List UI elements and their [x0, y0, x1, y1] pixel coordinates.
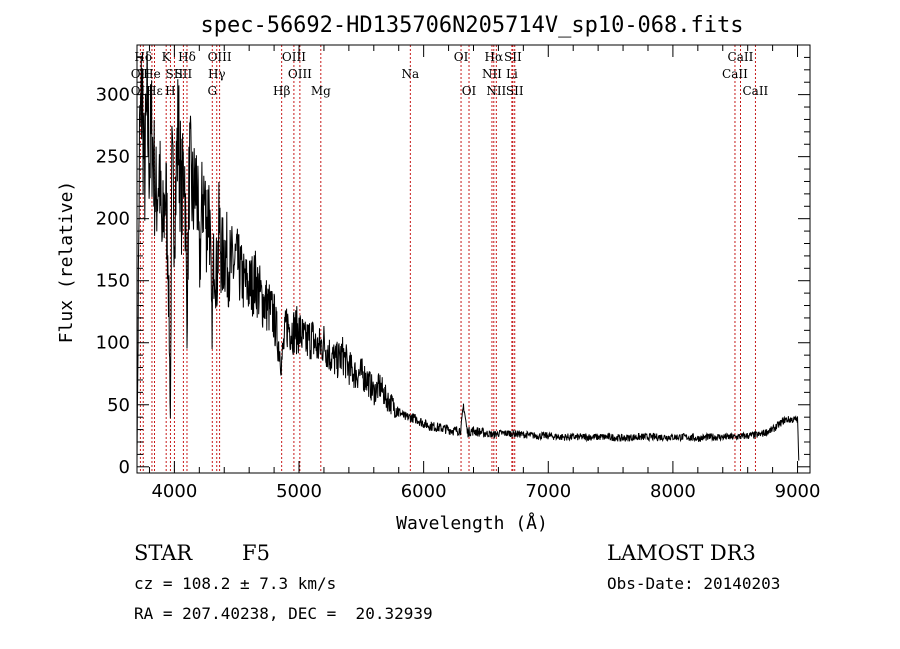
line-label-7: SII: [166, 67, 184, 81]
y-tick-label-1: 50: [107, 395, 130, 416]
x-tick-label-4: 8000: [650, 481, 696, 502]
line-label-18: OI: [454, 50, 469, 64]
line-label-20: Hα: [485, 50, 504, 64]
line-label-6: H: [165, 84, 175, 98]
line-label-26: CaII: [728, 50, 754, 64]
flux-line: [136, 51, 800, 463]
survey-name: LAMOST DR3: [607, 541, 756, 565]
line-label-27: CaII: [722, 67, 748, 81]
line-label-9: SII: [175, 67, 193, 81]
coordinates: RA = 207.40238, DEC = 20.32939: [134, 604, 433, 623]
flux-series: [136, 51, 800, 463]
plot-axes: 4000 5000 6000 7000 8000 9000 0 50 100 150 200 250 3…: [96, 44, 821, 502]
spectral-line-markers: [139, 45, 756, 473]
obs-date: Obs-Date: 20140203: [607, 574, 781, 593]
line-label-22: NII: [486, 84, 506, 98]
y-tick-label-2: 100: [96, 333, 130, 354]
x-tick-label-5: 9000: [775, 481, 821, 502]
line-label-5: K: [162, 50, 172, 64]
line-label-1: OII: [131, 67, 151, 81]
y-axis-label: Flux (relative): [56, 181, 77, 344]
x-axis-label: Wavelength (Å): [396, 512, 548, 534]
object-class: STAR: [134, 541, 193, 565]
line-label-14: OIII: [282, 50, 306, 64]
line-label-10: OIII: [208, 50, 232, 64]
line-label-24: Li: [506, 67, 518, 81]
x-tick-label-3: 7000: [525, 481, 571, 502]
x-tick-label-0: 4000: [151, 481, 197, 502]
line-label-11: Hγ: [208, 67, 226, 81]
line-label-0: Hδ: [134, 50, 152, 64]
object-subclass: F5: [242, 541, 270, 565]
line-label-23: SII: [504, 50, 522, 64]
y-tick-label-0: 0: [119, 457, 130, 478]
redshift-cz: cz = 108.2 ± 7.3 km/s: [134, 574, 337, 593]
y-tick-label-4: 200: [96, 209, 130, 230]
line-label-16: Mg: [311, 84, 331, 98]
y-tick-label-6: 300: [96, 85, 130, 106]
line-label-17: Na: [401, 67, 419, 81]
line-label-4: He: [143, 67, 161, 81]
line-label-2: OII: [131, 84, 151, 98]
y-tick-label-5: 250: [96, 147, 130, 168]
line-label-12: G: [207, 84, 217, 98]
line-label-19: OI: [462, 84, 477, 98]
x-tick-label-2: 6000: [401, 481, 447, 502]
line-label-8: Hδ: [178, 50, 196, 64]
line-label-13: Hβ: [273, 84, 290, 98]
line-label-3: Hε: [146, 84, 163, 98]
line-label-28: CaII: [742, 84, 768, 98]
y-tick-label-3: 150: [96, 271, 130, 292]
line-label-21: NII: [482, 67, 502, 81]
line-label-15: OIII: [288, 67, 312, 81]
x-tick-label-1: 5000: [276, 481, 322, 502]
chart-title: spec-56692-HD135706N205714V_sp10-068.fit…: [200, 13, 743, 38]
line-label-25: SII: [506, 84, 524, 98]
